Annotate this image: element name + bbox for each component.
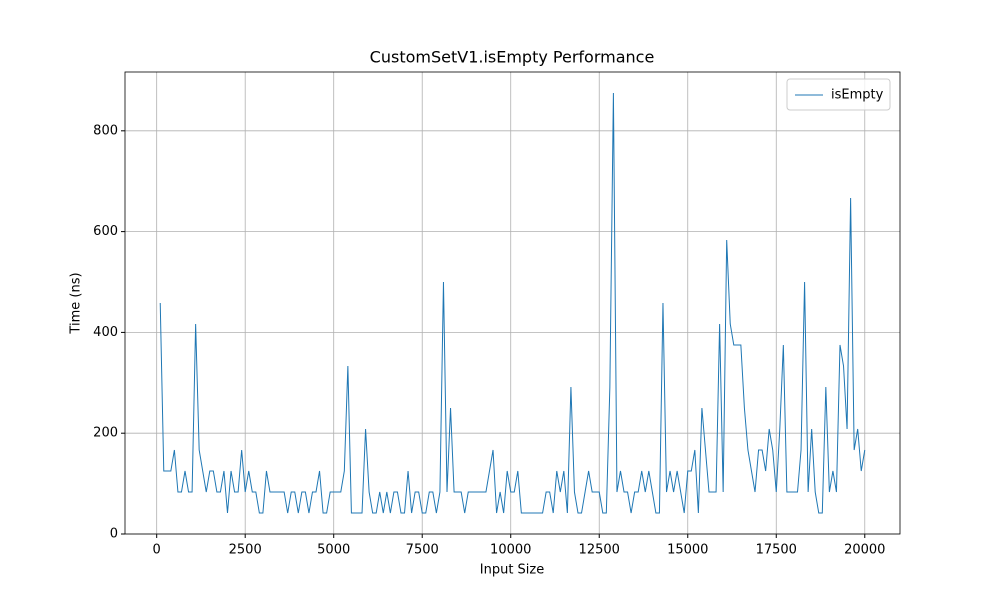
chart-title: CustomSetV1.isEmpty Performance	[370, 48, 655, 67]
x-tick-label: 15000	[667, 543, 708, 558]
data-line	[159, 93, 866, 514]
legend-box	[786, 78, 891, 111]
x-tick-label: 5000	[317, 543, 350, 558]
x-axis-label: Input Size	[480, 563, 544, 578]
x-tick-label: 0	[153, 543, 161, 558]
y-tick-label: 200	[93, 426, 118, 441]
y-tick-label: 0	[110, 527, 118, 542]
x-tick-label: 2500	[229, 543, 262, 558]
plot-frame	[124, 71, 901, 535]
x-tick-label: 17500	[756, 543, 797, 558]
x-tick-label: 10000	[490, 543, 531, 558]
y-axis-label: Time (ns)	[69, 272, 84, 334]
legend-label: isEmpty	[831, 88, 884, 103]
y-tick-label: 600	[93, 224, 118, 239]
x-tick-label: 12500	[579, 543, 620, 558]
x-tick-label: 7500	[406, 543, 439, 558]
x-tick-label: 20000	[844, 543, 885, 558]
y-tick-label: 800	[93, 123, 118, 138]
y-tick-label: 400	[93, 325, 118, 340]
